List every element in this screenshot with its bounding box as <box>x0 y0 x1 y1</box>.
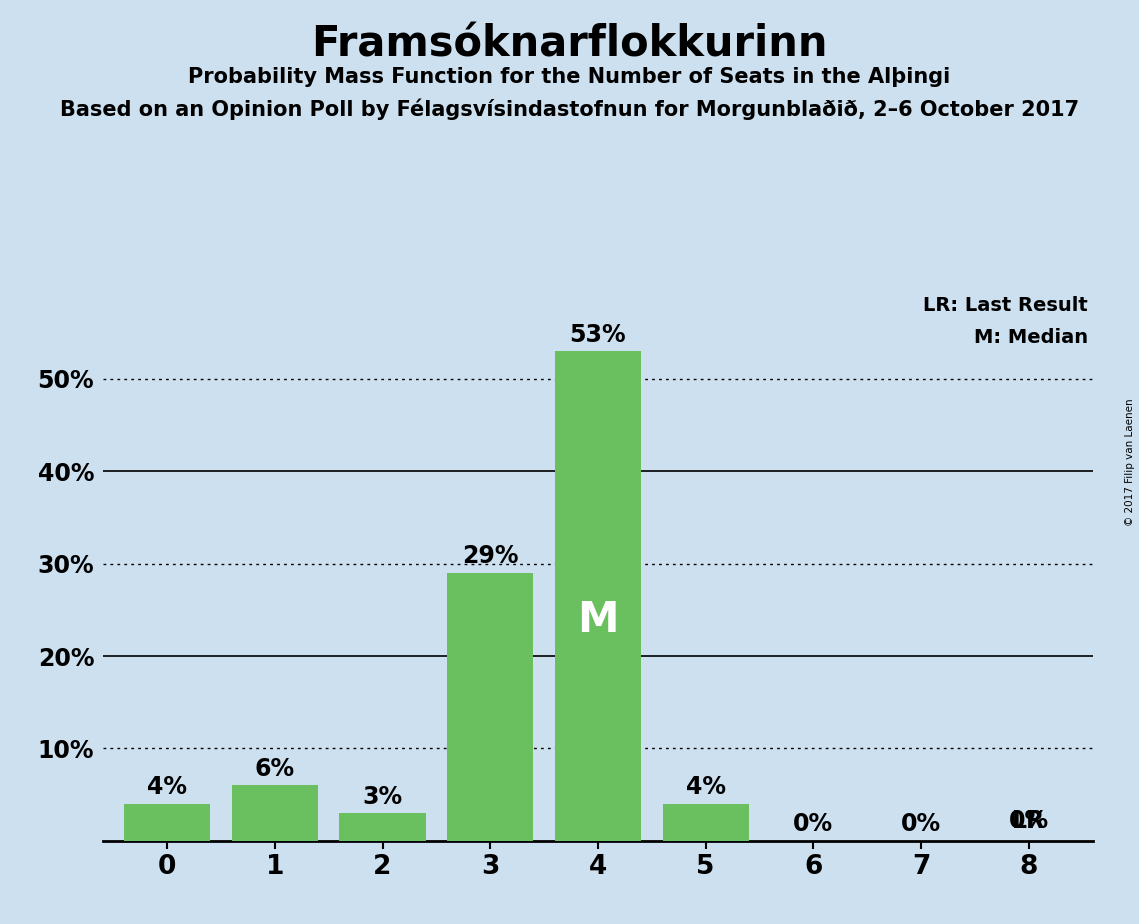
Text: Framsóknarflokkurinn: Framsóknarflokkurinn <box>311 23 828 65</box>
Text: 6%: 6% <box>255 757 295 781</box>
Text: © 2017 Filip van Laenen: © 2017 Filip van Laenen <box>1125 398 1134 526</box>
Bar <box>231 785 318 841</box>
Text: 4%: 4% <box>686 775 726 799</box>
Text: 0%: 0% <box>1009 782 1049 833</box>
Text: 0%: 0% <box>901 812 941 836</box>
Text: Probability Mass Function for the Number of Seats in the Alþingi: Probability Mass Function for the Number… <box>188 67 951 87</box>
Bar <box>663 804 748 841</box>
Text: 53%: 53% <box>570 322 626 346</box>
Text: M: M <box>577 600 618 641</box>
Bar <box>448 573 533 841</box>
Bar <box>339 813 426 841</box>
Text: 0%: 0% <box>794 812 834 836</box>
Text: 3%: 3% <box>362 784 402 808</box>
Text: M: Median: M: Median <box>974 328 1088 347</box>
Text: 4%: 4% <box>147 775 187 799</box>
Text: LR: Last Result: LR: Last Result <box>924 296 1088 315</box>
Text: Based on an Opinion Poll by Félagsvísindastofnun for Morgunblaðið, 2–6 October 2: Based on an Opinion Poll by Félagsvísind… <box>60 99 1079 120</box>
Bar <box>555 351 641 841</box>
Bar <box>124 804 211 841</box>
Text: LR: LR <box>1013 809 1046 833</box>
Text: 29%: 29% <box>462 544 518 568</box>
